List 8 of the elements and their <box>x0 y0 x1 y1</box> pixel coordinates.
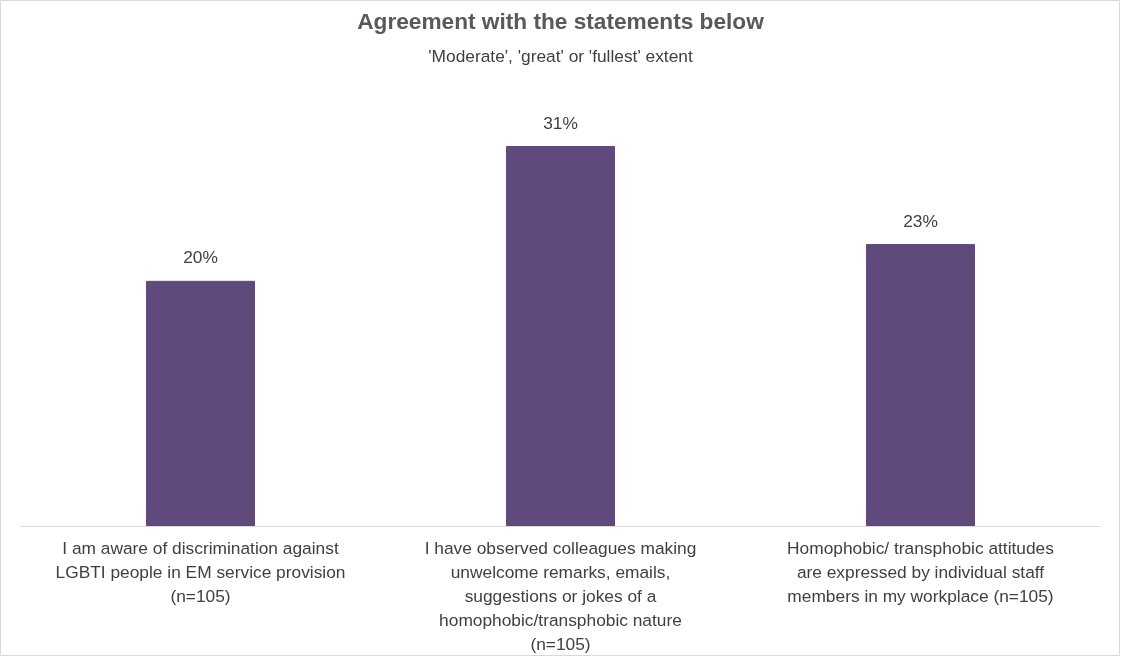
data-label: 20% <box>183 247 218 268</box>
data-label: 23% <box>903 210 938 231</box>
chart-subtitle: 'Moderate', 'great' or 'fullest' extent <box>428 45 693 66</box>
data-label: 31% <box>543 112 578 133</box>
x-tick-label: Homophobic/ transphobic attitudes are expressed by individual staff members in my workplace (n=105) <box>787 537 1055 606</box>
x-tick-label: I am aware of discrimination against LGBTI people in EM service provision (n=105) <box>55 537 346 606</box>
chart-title: Agreement with the statements below <box>357 7 765 34</box>
x-tick-label: I have observed colleagues making unwelcome remarks, emails, suggestions or jokes of a homophobic/transphobic nature (n=105) <box>424 537 697 654</box>
